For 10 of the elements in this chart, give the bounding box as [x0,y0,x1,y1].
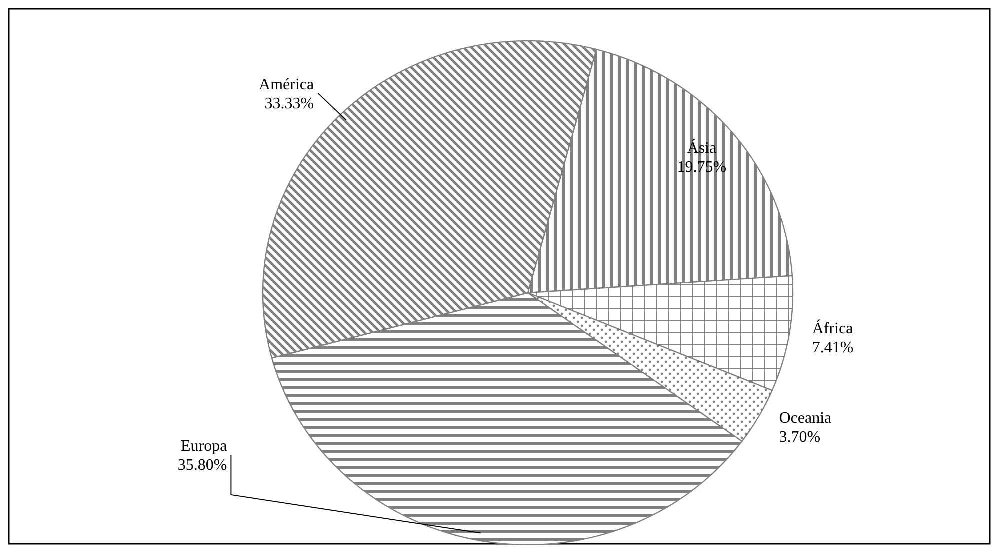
slice-label: Oceania [779,410,832,427]
data-label: 19.75% [677,158,727,176]
data-label: 3.70% [779,428,821,446]
slice-label: Europa [180,438,228,455]
slice-label: América [259,76,314,94]
data-label: 33.33% [264,95,314,112]
slice-label: África [812,320,854,338]
data-label: 35.80% [178,457,228,474]
data-label: 7.41% [812,340,854,357]
slice-label: Ásia [687,138,717,157]
